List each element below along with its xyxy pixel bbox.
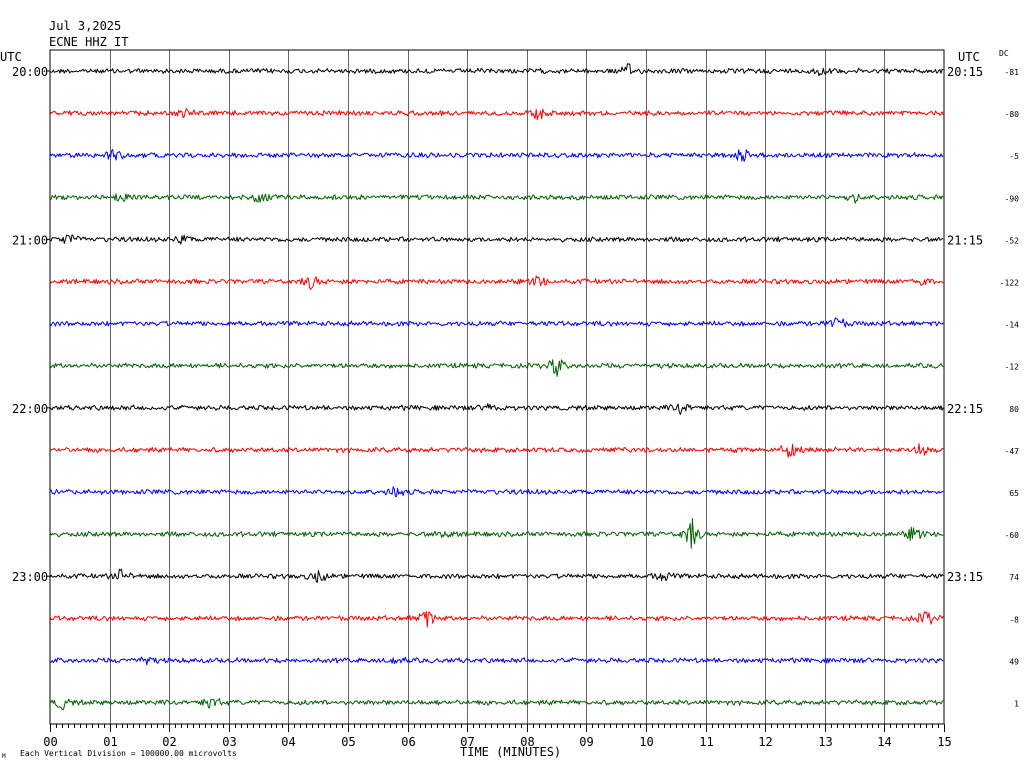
x-tick-label: 07 — [460, 735, 474, 749]
trace-line — [49, 234, 944, 245]
grid-lines — [49, 49, 945, 725]
trace-line — [49, 518, 944, 549]
x-tick-label: 13 — [818, 735, 832, 749]
x-tick-label: 00 — [43, 735, 57, 749]
dc-offset-value: -52 — [1005, 236, 1020, 245]
hour-label-left: 20:00 — [12, 65, 48, 79]
x-tick-label: 05 — [341, 735, 355, 749]
x-tick-label: 08 — [520, 735, 534, 749]
trace-line — [49, 568, 944, 583]
trace-line — [49, 359, 944, 377]
plot-frame — [49, 49, 945, 725]
trace-line — [49, 486, 944, 498]
dc-offset-value: 65 — [1009, 489, 1019, 498]
time-axis: 00 01 02 03 04 05 06 07 08 09 10 11 12 13 14 15 — [43, 724, 952, 749]
dc-offset-value: 1 — [1014, 700, 1019, 709]
trace-line — [49, 108, 944, 121]
station-name: ECNE HHZ IT — [49, 35, 129, 49]
x-tick-label: 03 — [222, 735, 236, 749]
x-tick-label: 01 — [103, 735, 117, 749]
dc-offset-value: -90 — [1005, 194, 1020, 203]
dc-offset-value: -14 — [1005, 321, 1020, 330]
trace-line — [49, 149, 944, 162]
hour-label-right: 23:15 — [947, 570, 983, 584]
corner-mark: M — [2, 753, 6, 760]
x-tick-label: 04 — [281, 735, 295, 749]
trace-line — [49, 656, 944, 666]
dc-offset-value: -60 — [1005, 531, 1020, 540]
x-tick-label: 15 — [937, 735, 951, 749]
hour-label-left: 23:00 — [12, 570, 48, 584]
utc-left-label: UTC — [0, 50, 22, 64]
trace-line — [49, 317, 944, 328]
dc-offset-value: -47 — [1005, 447, 1020, 456]
x-tick-label: 12 — [758, 735, 772, 749]
trace-line — [49, 610, 944, 628]
x-tick-label: 02 — [162, 735, 176, 749]
trace-line — [49, 443, 944, 458]
hour-label-left: 21:00 — [12, 233, 48, 247]
scale-note: Each Vertical Division = 100000.00 micro… — [20, 749, 237, 758]
dc-offset-value: 74 — [1009, 573, 1019, 582]
hour-label-right: 21:15 — [947, 233, 983, 247]
x-tick-label: 06 — [401, 735, 415, 749]
trace-line — [49, 275, 944, 290]
trace-group — [49, 63, 944, 711]
dc-offset-value: -12 — [1005, 363, 1020, 372]
dc-offset-value: -80 — [1005, 110, 1020, 119]
trace-line — [49, 698, 944, 711]
dc-offset-value: 80 — [1009, 405, 1019, 414]
dc-offset-value: -5 — [1009, 152, 1019, 161]
x-tick-label: 11 — [699, 735, 713, 749]
dc-offset-value: -122 — [1000, 279, 1019, 288]
hour-labels: 20:00 21:00 22:00 23:00 20:15 21:15 22:15 23:15… — [12, 65, 1019, 709]
x-tick-label: 10 — [639, 735, 653, 749]
dc-offset-value: -8 — [1009, 615, 1019, 624]
dc-offset-value: 49 — [1009, 657, 1019, 666]
utc-right-label: UTC — [958, 50, 980, 64]
chart-date: Jul 3,2025 — [49, 19, 122, 33]
dc-offset-header: DC — [999, 49, 1009, 58]
x-tick-label: 14 — [877, 735, 891, 749]
x-tick-label: 09 — [579, 735, 593, 749]
hour-label-right: 22:15 — [947, 402, 983, 416]
trace-line — [49, 193, 944, 204]
dc-offset-value: -81 — [1005, 68, 1020, 77]
x-axis-title: TIME (MINUTES) — [460, 745, 562, 759]
trace-line — [49, 403, 944, 415]
trace-line — [49, 63, 944, 77]
hour-label-right: 20:15 — [947, 65, 983, 79]
hour-label-left: 22:00 — [12, 402, 48, 416]
